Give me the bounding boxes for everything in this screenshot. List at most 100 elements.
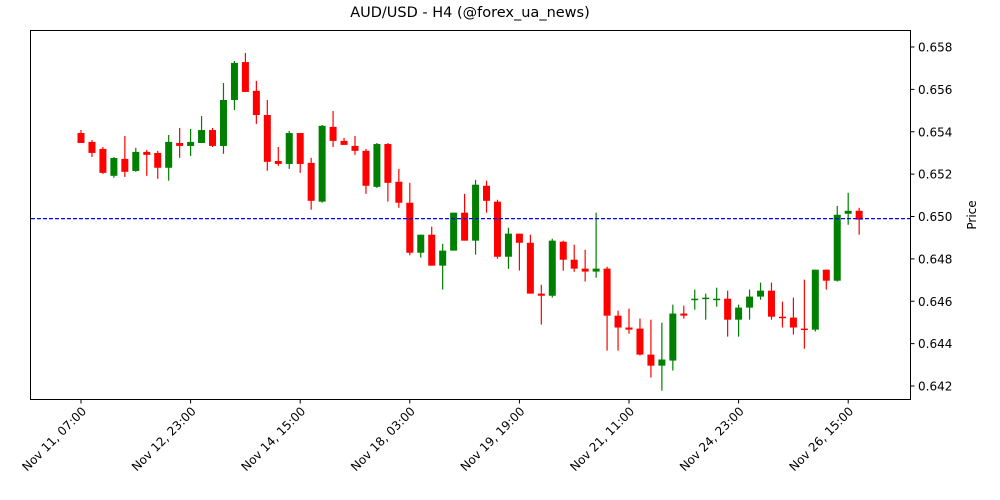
candle [789, 297, 797, 335]
x-tick-label: Nov 11, 07:00 [19, 404, 89, 474]
candle [855, 207, 863, 235]
candle-body [537, 293, 545, 296]
candle [417, 234, 425, 258]
x-tick-label: Nov 26, 15:00 [787, 404, 857, 474]
candle-body [515, 233, 523, 243]
candle [800, 279, 808, 349]
candle-body [746, 296, 754, 308]
candle-body [833, 214, 841, 281]
candle-body [318, 125, 326, 202]
candle-body [483, 185, 491, 201]
candle-body [296, 133, 304, 164]
candle-body [187, 141, 195, 146]
candle-body [713, 298, 721, 301]
candle-body [274, 160, 282, 164]
candle-body [559, 241, 567, 260]
candle [746, 289, 754, 320]
candle [844, 192, 852, 225]
candle [592, 212, 600, 278]
candle [176, 127, 184, 158]
candle [329, 110, 337, 148]
candle-body [439, 250, 447, 266]
candle-body [472, 184, 480, 241]
candle [515, 233, 523, 271]
candle-body [680, 313, 688, 316]
candle-body [362, 150, 370, 186]
candle-body [702, 297, 710, 300]
candle-body [592, 268, 600, 272]
candle-body [219, 99, 227, 146]
y-tick-label: 0.648 [918, 252, 952, 266]
candle-body [428, 234, 436, 266]
candle [833, 205, 841, 282]
candle [713, 287, 721, 307]
candle-body [329, 126, 337, 141]
candle-body [636, 328, 644, 355]
candle-body [504, 233, 512, 257]
candle-body [603, 268, 611, 316]
y-tick-label: 0.644 [918, 337, 952, 351]
candle [680, 305, 688, 319]
candle [603, 266, 611, 351]
candle [121, 135, 129, 177]
candle-body [855, 210, 863, 220]
candle-body [373, 144, 381, 187]
candle-body [154, 152, 162, 168]
y-axis: 0.642 0.644 0.646 0.648 0.650 0.652 0.654 0.656… [910, 41, 952, 394]
y-tick-label: 0.656 [918, 83, 952, 97]
candle [724, 290, 732, 337]
candle-body [77, 133, 85, 143]
candle-body [209, 130, 217, 146]
candle-body [252, 90, 260, 116]
candle [767, 282, 775, 320]
x-tick-label: Nov 12, 23:00 [129, 404, 199, 474]
candle [362, 148, 370, 194]
x-tick-label: Nov 19, 19:00 [458, 404, 528, 474]
candle [88, 140, 96, 157]
candle [735, 304, 743, 337]
candle [691, 289, 699, 310]
y-tick-label: 0.658 [918, 41, 952, 55]
candle-body [110, 158, 118, 176]
candle-body [822, 269, 830, 281]
candle [263, 99, 271, 171]
candle [154, 150, 162, 179]
y-tick-label: 0.646 [918, 295, 952, 309]
y-tick-label: 0.652 [918, 168, 952, 182]
candle [395, 168, 403, 208]
candle-body [121, 158, 129, 172]
candle [77, 130, 85, 143]
candle [581, 249, 589, 282]
candle [493, 199, 501, 259]
candle [209, 127, 217, 148]
candle-body [450, 212, 458, 251]
candle [658, 322, 666, 391]
candle-body [307, 162, 315, 201]
candle [570, 244, 578, 272]
candle-body [99, 148, 107, 173]
candle-body [198, 130, 206, 143]
candle-body [581, 268, 589, 272]
candle [811, 269, 819, 332]
y-tick-label: 0.654 [918, 125, 952, 139]
candle-body [340, 140, 348, 145]
candle [187, 128, 195, 156]
candle [636, 318, 644, 356]
x-tick-label: Nov 14, 15:00 [239, 404, 309, 474]
candle [757, 282, 765, 300]
candle [296, 133, 304, 173]
candle [778, 301, 786, 328]
candle [143, 149, 151, 176]
candle-body [570, 259, 578, 269]
candle-body [844, 210, 852, 214]
candle-body [241, 62, 249, 92]
candle [307, 157, 315, 210]
candle-body [143, 151, 151, 155]
candle [625, 308, 633, 334]
candle [472, 179, 480, 255]
chart-title: AUD/USD - H4 (@forex_ua_news) [350, 5, 590, 21]
candles-group [77, 52, 863, 391]
candle [526, 234, 534, 294]
candle [285, 130, 293, 169]
